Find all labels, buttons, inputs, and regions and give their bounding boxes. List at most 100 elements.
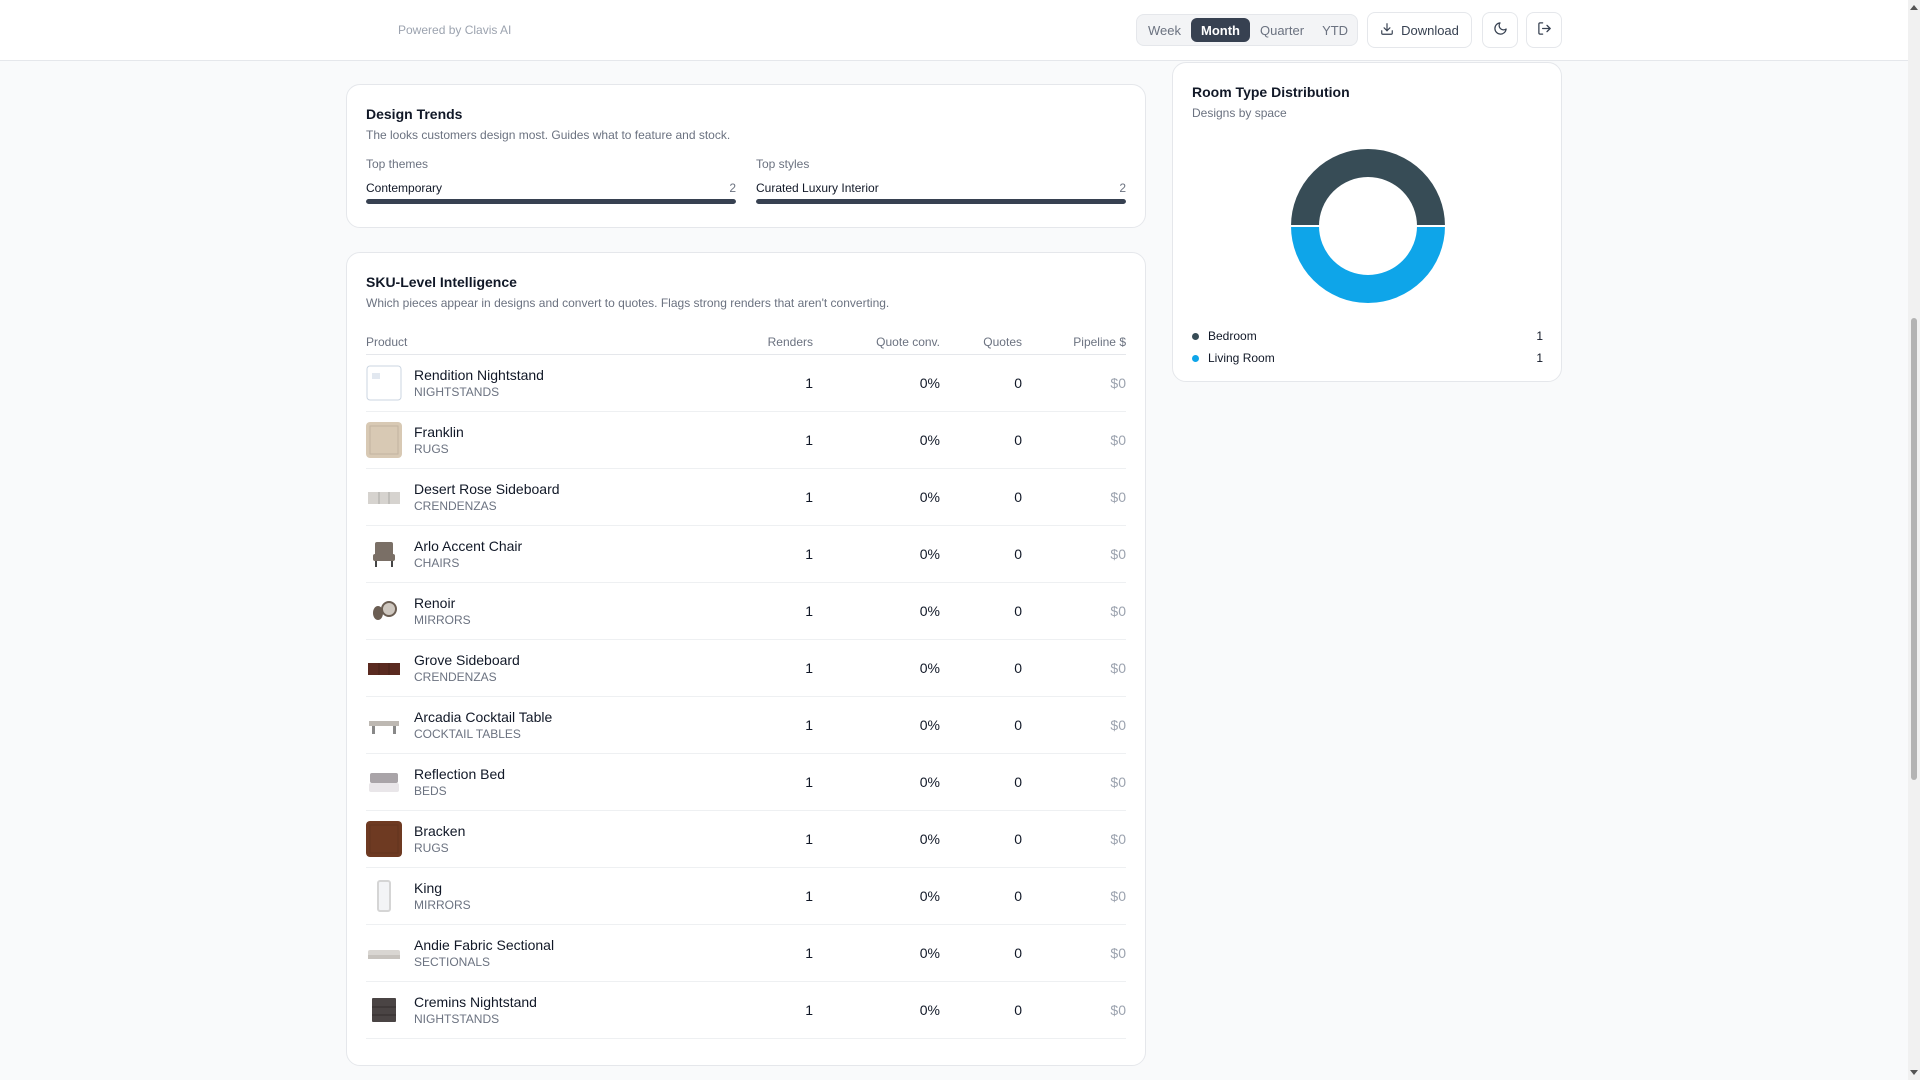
theme-bar xyxy=(366,199,736,204)
period-week-button[interactable]: Week xyxy=(1148,22,1181,38)
product-name: King xyxy=(414,880,443,896)
design-trends-subtitle: The looks customers design most. Guides … xyxy=(366,128,731,142)
quotes-cell: 0 xyxy=(1014,1002,1022,1018)
table-row[interactable]: Franklin RUGS 1 0% 0 $0 xyxy=(366,412,1126,469)
theme-label: Contemporary xyxy=(366,181,443,195)
top-styles: Top styles Curated Luxury Interior 2 xyxy=(756,157,1126,204)
design-trends-title: Design Trends xyxy=(366,106,463,122)
scroll-down-icon[interactable] xyxy=(1910,1070,1918,1075)
table-row[interactable]: Arlo Accent Chair CHAIRS 1 0% 0 $0 xyxy=(366,526,1126,583)
quote-conv-cell: 0% xyxy=(919,375,940,391)
top-themes-heading: Top themes xyxy=(366,157,429,171)
table-row[interactable]: Arcadia Cocktail Table COCKTAIL TABLES 1… xyxy=(366,697,1126,754)
legend-swatch xyxy=(1192,332,1199,340)
table-row[interactable]: Renoir MIRRORS 1 0% 0 $0 xyxy=(366,583,1126,640)
product-cell: Renoir MIRRORS xyxy=(366,593,733,629)
table-row[interactable]: Grove Sideboard CRENDENZAS 1 0% 0 $0 xyxy=(366,640,1126,697)
quote-conv-cell: 0% xyxy=(919,603,940,619)
product-category: SECTIONALS xyxy=(414,955,491,969)
quotes-cell: 0 xyxy=(1014,717,1022,733)
sku-table: Product Renders Quote conv. Quotes Pipel… xyxy=(366,329,1126,1039)
quote-conv-cell: 0% xyxy=(919,489,940,505)
table-row[interactable]: Bracken RUGS 1 0% 0 $0 xyxy=(366,811,1126,868)
product-category: NIGHTSTANDS xyxy=(414,1012,500,1026)
product-cell: Cremins Nightstand NIGHTSTANDS xyxy=(366,992,733,1028)
page-scrollbar[interactable] xyxy=(1908,0,1920,1080)
product-thumbnail xyxy=(366,650,402,686)
top-themes: Top themes Contemporary 2 xyxy=(366,157,736,204)
quotes-cell: 0 xyxy=(1014,432,1022,448)
table-row[interactable]: Cremins Nightstand NIGHTSTANDS 1 0% 0 $0 xyxy=(366,982,1126,1039)
quotes-cell: 0 xyxy=(1014,603,1022,619)
renders-cell: 1 xyxy=(805,774,813,790)
design-trends-card: Design Trends The looks customers design… xyxy=(346,84,1146,228)
renders-cell: 1 xyxy=(805,831,813,847)
product-thumbnail xyxy=(366,536,402,572)
product-name: Arlo Accent Chair xyxy=(414,538,523,554)
product-category: RUGS xyxy=(414,841,449,855)
top-bar: Powered by Clavis AI Week Month Quarter … xyxy=(0,0,1908,61)
moon-icon xyxy=(1493,21,1508,39)
pipeline-cell: $0 xyxy=(1110,432,1126,448)
product-category: CRENDENZAS xyxy=(414,670,497,684)
product-category: COCKTAIL TABLES xyxy=(414,727,521,741)
table-row[interactable]: Rendition Nightstand NIGHTSTANDS 1 0% 0 … xyxy=(366,355,1126,412)
pipeline-cell: $0 xyxy=(1110,375,1126,391)
quotes-cell: 0 xyxy=(1014,546,1022,562)
product-category: CHAIRS xyxy=(414,556,460,570)
donut-slice-bedroom[interactable] xyxy=(1288,147,1448,227)
scroll-up-icon[interactable] xyxy=(1910,5,1918,10)
product-cell: Arlo Accent Chair CHAIRS xyxy=(366,536,733,572)
room-distribution-subtitle: Designs by space xyxy=(1192,106,1287,120)
column-renders[interactable]: Renders xyxy=(767,334,813,349)
table-row[interactable]: King MIRRORS 1 0% 0 $0 xyxy=(366,868,1126,925)
table-row[interactable]: Reflection Bed BEDS 1 0% 0 $0 xyxy=(366,754,1126,811)
period-month-button[interactable]: Month xyxy=(1191,18,1250,42)
style-label: Curated Luxury Interior xyxy=(756,181,879,195)
quotes-cell: 0 xyxy=(1014,489,1022,505)
sku-table-body: Rendition Nightstand NIGHTSTANDS 1 0% 0 … xyxy=(366,355,1126,1039)
room-donut-chart xyxy=(1288,147,1448,305)
period-selector: Week Month Quarter YTD xyxy=(1136,14,1358,46)
column-quotes[interactable]: Quotes xyxy=(983,334,1022,349)
renders-cell: 1 xyxy=(805,1002,813,1018)
quote-conv-cell: 0% xyxy=(919,546,940,562)
pipeline-cell: $0 xyxy=(1110,831,1126,847)
product-cell: Arcadia Cocktail Table COCKTAIL TABLES xyxy=(366,707,733,743)
scroll-thumb[interactable] xyxy=(1911,318,1917,780)
product-category: CRENDENZAS xyxy=(414,499,497,513)
column-quote-conv[interactable]: Quote conv. xyxy=(876,334,940,349)
theme-toggle-button[interactable] xyxy=(1482,12,1518,48)
logout-button[interactable] xyxy=(1526,12,1562,48)
product-name: Renoir xyxy=(414,595,456,611)
table-row[interactable]: Desert Rose Sideboard CRENDENZAS 1 0% 0 … xyxy=(366,469,1126,526)
theme-bar-fill xyxy=(366,199,736,204)
column-product[interactable]: Product xyxy=(366,334,408,349)
room-distribution-card: Room Type Distribution Designs by space … xyxy=(1172,62,1562,382)
quotes-cell: 0 xyxy=(1014,945,1022,961)
legend-item: Living Room 1 xyxy=(1192,347,1543,369)
quotes-cell: 0 xyxy=(1014,831,1022,847)
pipeline-cell: $0 xyxy=(1110,489,1126,505)
table-row[interactable]: Andie Fabric Sectional SECTIONALS 1 0% 0… xyxy=(366,925,1126,982)
product-name: Rendition Nightstand xyxy=(414,367,544,383)
download-button[interactable]: Download xyxy=(1367,12,1472,48)
quotes-cell: 0 xyxy=(1014,774,1022,790)
period-quarter-button[interactable]: Quarter xyxy=(1259,22,1305,38)
product-thumbnail xyxy=(366,992,402,1028)
product-category: NIGHTSTANDS xyxy=(414,385,500,399)
download-label: Download xyxy=(1401,22,1459,38)
download-icon xyxy=(1380,22,1394,39)
product-name: Cremins Nightstand xyxy=(414,994,537,1010)
period-ytd-button[interactable]: YTD xyxy=(1322,22,1349,38)
product-category: MIRRORS xyxy=(414,613,471,627)
donut-slice-living-room[interactable] xyxy=(1288,225,1448,305)
column-pipeline[interactable]: Pipeline $ xyxy=(1073,334,1126,349)
product-thumbnail xyxy=(366,764,402,800)
product-cell: Grove Sideboard CRENDENZAS xyxy=(366,650,733,686)
product-cell: Reflection Bed BEDS xyxy=(366,764,733,800)
quote-conv-cell: 0% xyxy=(919,432,940,448)
product-name: Desert Rose Sideboard xyxy=(414,481,560,497)
pipeline-cell: $0 xyxy=(1110,603,1126,619)
renders-cell: 1 xyxy=(805,945,813,961)
